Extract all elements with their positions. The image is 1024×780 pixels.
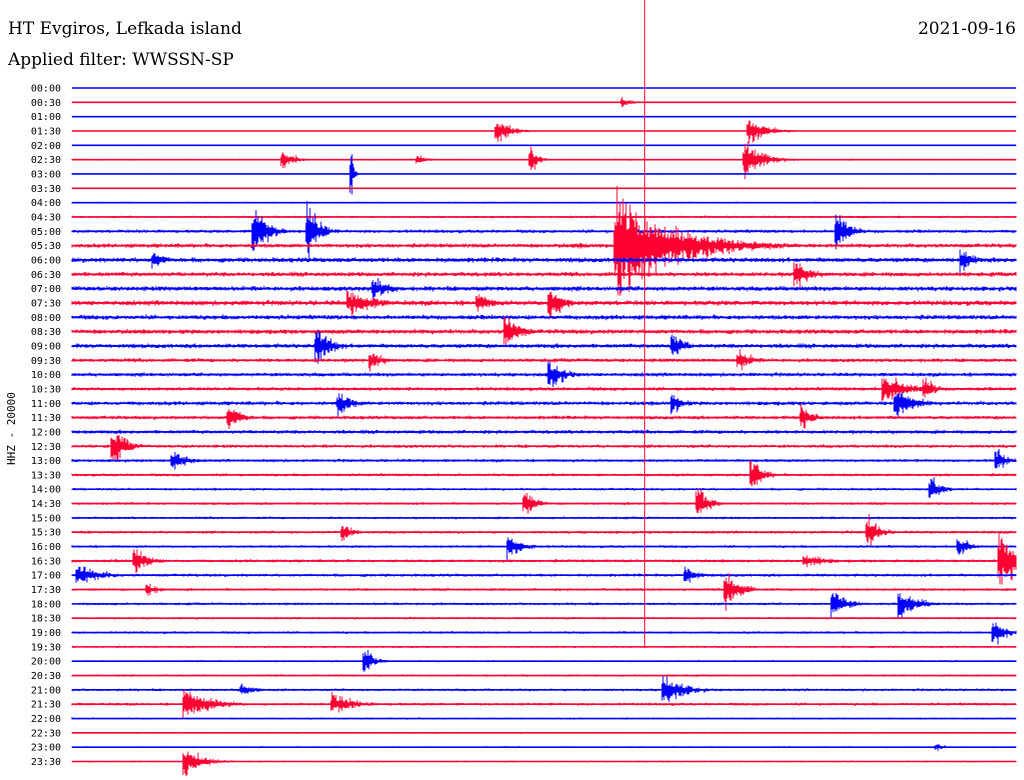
time-label: 00:00: [31, 84, 61, 95]
time-label: 00:30: [31, 98, 61, 109]
time-labels: 00:00 00:30 01:00 01:30 02:00 02:30 03:00 03:30…: [31, 84, 61, 769]
station-title: HT Evgiros, Lefkada island: [8, 19, 242, 39]
time-label: 18:00: [31, 599, 61, 610]
time-label: 15:00: [31, 513, 61, 524]
time-label: 05:00: [31, 227, 61, 238]
time-label: 19:30: [31, 642, 61, 653]
trace-row: [71, 434, 1017, 462]
time-label: 04:30: [31, 212, 61, 223]
time-label: 02:00: [31, 141, 61, 152]
time-label: 20:30: [31, 671, 61, 682]
trace-row: [71, 290, 1017, 317]
time-label: 05:30: [31, 241, 61, 252]
trace-row: [71, 532, 1017, 585]
time-label: 19:00: [31, 628, 61, 639]
time-label: 23:30: [31, 757, 61, 768]
trace-row: [71, 120, 1017, 144]
trace-row: [71, 330, 1017, 364]
trace-row: [71, 449, 1017, 470]
trace-row: [71, 675, 1017, 702]
time-label: 03:30: [31, 184, 61, 195]
trace-row: [71, 249, 1017, 275]
trace-row: [71, 573, 1017, 611]
channel-label: HHZ - 20000: [5, 392, 18, 465]
time-label: 14:00: [31, 485, 61, 496]
time-label: 08:30: [31, 327, 61, 338]
time-label: 14:30: [31, 499, 61, 510]
time-label: 18:30: [31, 614, 61, 625]
time-label: 08:00: [31, 313, 61, 324]
trace-row: [71, 403, 1017, 429]
time-label: 11:30: [31, 413, 61, 424]
time-label: 12:00: [31, 427, 61, 438]
time-label: 17:00: [31, 571, 61, 582]
trace-rows: [71, 0, 1017, 776]
time-label: 13:30: [31, 470, 61, 481]
time-label: 22:30: [31, 728, 61, 739]
time-label: 13:00: [31, 456, 61, 467]
trace-row: [71, 622, 1017, 645]
time-label: 04:00: [31, 198, 61, 209]
time-label: 09:30: [31, 356, 61, 367]
trace-row: [71, 460, 1017, 487]
time-label: 15:30: [31, 528, 61, 539]
time-label: 01:00: [31, 112, 61, 123]
time-label: 20:00: [31, 657, 61, 668]
time-label: 17:30: [31, 585, 61, 596]
trace-row: [71, 488, 1017, 514]
time-label: 22:00: [31, 714, 61, 725]
trace-row: [71, 262, 1017, 289]
filter-label: Applied filter: WWSSN-SP: [8, 50, 234, 70]
date-label: 2021-09-16: [917, 19, 1016, 39]
trace-row: [71, 751, 1017, 776]
time-label: 06:30: [31, 270, 61, 281]
time-label: 01:30: [31, 126, 61, 137]
time-label: 06:00: [31, 255, 61, 266]
time-label: 02:30: [31, 155, 61, 166]
trace-row: [71, 477, 1017, 498]
time-label: 21:30: [31, 700, 61, 711]
trace-row: [71, 392, 1017, 417]
time-label: 09:00: [31, 341, 61, 352]
trace-row: [71, 537, 1017, 560]
time-label: 16:30: [31, 556, 61, 567]
time-label: 10:00: [31, 370, 61, 381]
time-label: 16:00: [31, 542, 61, 553]
trace-row: [71, 593, 1017, 620]
time-label: 07:00: [31, 284, 61, 295]
time-label: 12:30: [31, 442, 61, 453]
time-label: 10:30: [31, 384, 61, 395]
time-label: 03:00: [31, 169, 61, 180]
time-label: 23:00: [31, 743, 61, 754]
time-label: 11:00: [31, 399, 61, 410]
time-label: 21:00: [31, 685, 61, 696]
time-label: 07:30: [31, 298, 61, 309]
